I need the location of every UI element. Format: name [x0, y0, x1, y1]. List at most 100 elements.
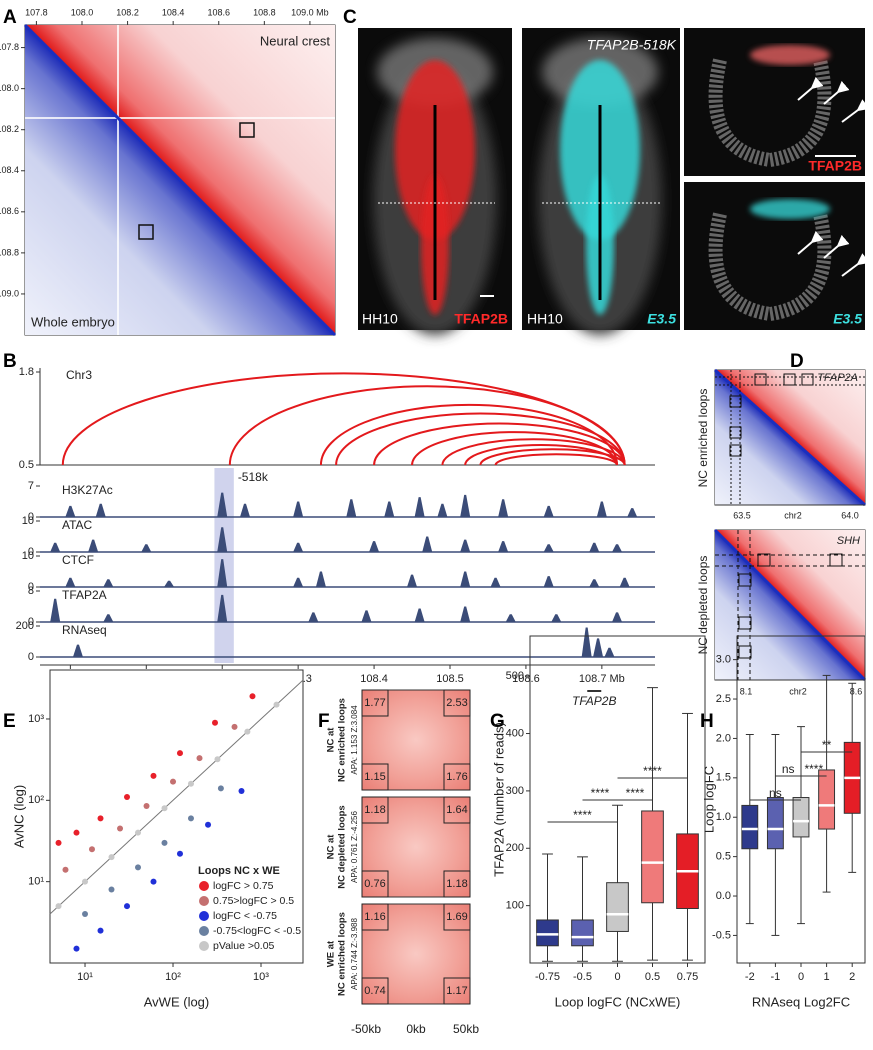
point [217, 785, 224, 792]
point [134, 864, 141, 871]
corner-box [443, 977, 471, 1005]
signal-peak [407, 574, 418, 587]
corner-box [361, 689, 389, 717]
signal-peak [240, 503, 250, 517]
map-title: Neural crest [260, 33, 330, 48]
y-tick-label: 2.0 [716, 732, 731, 744]
point [231, 723, 238, 730]
y-tick-label: 3.0 [716, 654, 731, 666]
point [187, 780, 194, 787]
apa-xlabel: -50kb [351, 1022, 381, 1036]
loop-box [757, 553, 771, 567]
map-ylabel: NC enriched loops [696, 389, 710, 488]
apa-stats: APA: 0.744 Z:-3.988 [350, 918, 359, 990]
corner-box [443, 689, 471, 717]
x-tick-label: 108.6 [207, 7, 230, 17]
legend-swatch [199, 911, 209, 921]
box [536, 919, 559, 947]
significance-label: ns [769, 786, 782, 800]
apa-ylabel: NC enriched loops [337, 698, 348, 782]
signal-peak [217, 594, 228, 622]
point [88, 846, 95, 853]
corner-box [361, 796, 389, 824]
section-tissue [708, 212, 832, 322]
y-tick-label: 8 [28, 585, 34, 597]
corner-value: 1.77 [364, 697, 385, 709]
apa-ylabel: WE at [326, 940, 337, 967]
diagonal [23, 23, 337, 337]
x-tick-label: 0 [798, 971, 804, 983]
signal-peak [593, 638, 604, 657]
y-axis-label: TFAP2A (number of reads) [491, 722, 506, 877]
corner-value: 1.15 [364, 771, 385, 783]
y-tick-label: 0 [28, 581, 34, 593]
y-tick-label: 0 [28, 651, 34, 663]
point [244, 728, 251, 735]
loop-arc [373, 422, 626, 466]
y-tick-label: 0 [28, 546, 34, 558]
signal-peak [164, 580, 175, 587]
point [97, 815, 104, 822]
signal-peak [293, 501, 304, 517]
x-axis-label: RNAseq Log2FC [752, 994, 850, 1009]
signal-peak [460, 606, 471, 622]
loop-box [738, 645, 752, 659]
stain [750, 45, 830, 65]
signal-peak [422, 536, 433, 552]
y-tick-label: 10³ [28, 713, 44, 725]
point [150, 878, 157, 885]
signal-peak [589, 542, 600, 552]
y-tick-label: 10² [28, 794, 44, 806]
signal-peak [612, 544, 623, 552]
signal-peak [65, 505, 76, 517]
x-tick-label: -0.5 [573, 971, 592, 983]
point [97, 927, 104, 934]
loop-box [829, 553, 843, 567]
significance-label: **** [626, 786, 645, 800]
stain-label: TFAP2B [454, 311, 508, 327]
x-tick-label: 0.75 [677, 971, 698, 983]
arrow [841, 253, 870, 277]
signal-peak [498, 499, 509, 517]
y-tick-label: 1.5 [716, 772, 731, 784]
y-tick-label: 10¹ [28, 876, 44, 888]
y-tick-label: 0.0 [716, 890, 731, 902]
point [55, 903, 62, 910]
corner-value: 0.74 [364, 985, 385, 997]
loop-arc [335, 412, 626, 466]
stage-label: HH10 [362, 311, 398, 327]
x-axis-label: AvWE (log) [144, 994, 210, 1009]
signal-peak [50, 598, 61, 622]
signal-peak [604, 647, 615, 657]
signal-peak [217, 492, 228, 517]
x-tick-label: 0 [614, 971, 620, 983]
box [741, 804, 759, 850]
point [176, 850, 183, 857]
point [196, 755, 203, 762]
track-label: ATAC [62, 518, 93, 532]
signal-peak [103, 579, 114, 587]
box [641, 810, 664, 904]
corner-box [443, 870, 471, 898]
point [134, 829, 141, 836]
loop-box [738, 573, 752, 587]
x-tick-label: 10² [165, 971, 181, 983]
arrow [841, 99, 870, 123]
apa-plot [361, 796, 471, 898]
legend-label: logFC > 0.75 [213, 880, 274, 892]
legend-title: Loops NC x WE [198, 865, 280, 877]
panel-label: E [3, 711, 16, 732]
panel-label: D [790, 351, 804, 372]
significance-label: **** [591, 786, 610, 800]
legend-label: pValue >0.05 [213, 940, 275, 952]
y-tick-label: 200 [16, 620, 34, 632]
y-tick-label: 108.8 [0, 247, 19, 257]
loop-arc [228, 385, 626, 466]
diagonal [713, 368, 867, 507]
point [238, 788, 245, 795]
legend-label: 0.75>logFC > 0.5 [213, 895, 294, 907]
point [108, 854, 115, 861]
box [792, 797, 810, 838]
signal-peak [551, 614, 562, 622]
